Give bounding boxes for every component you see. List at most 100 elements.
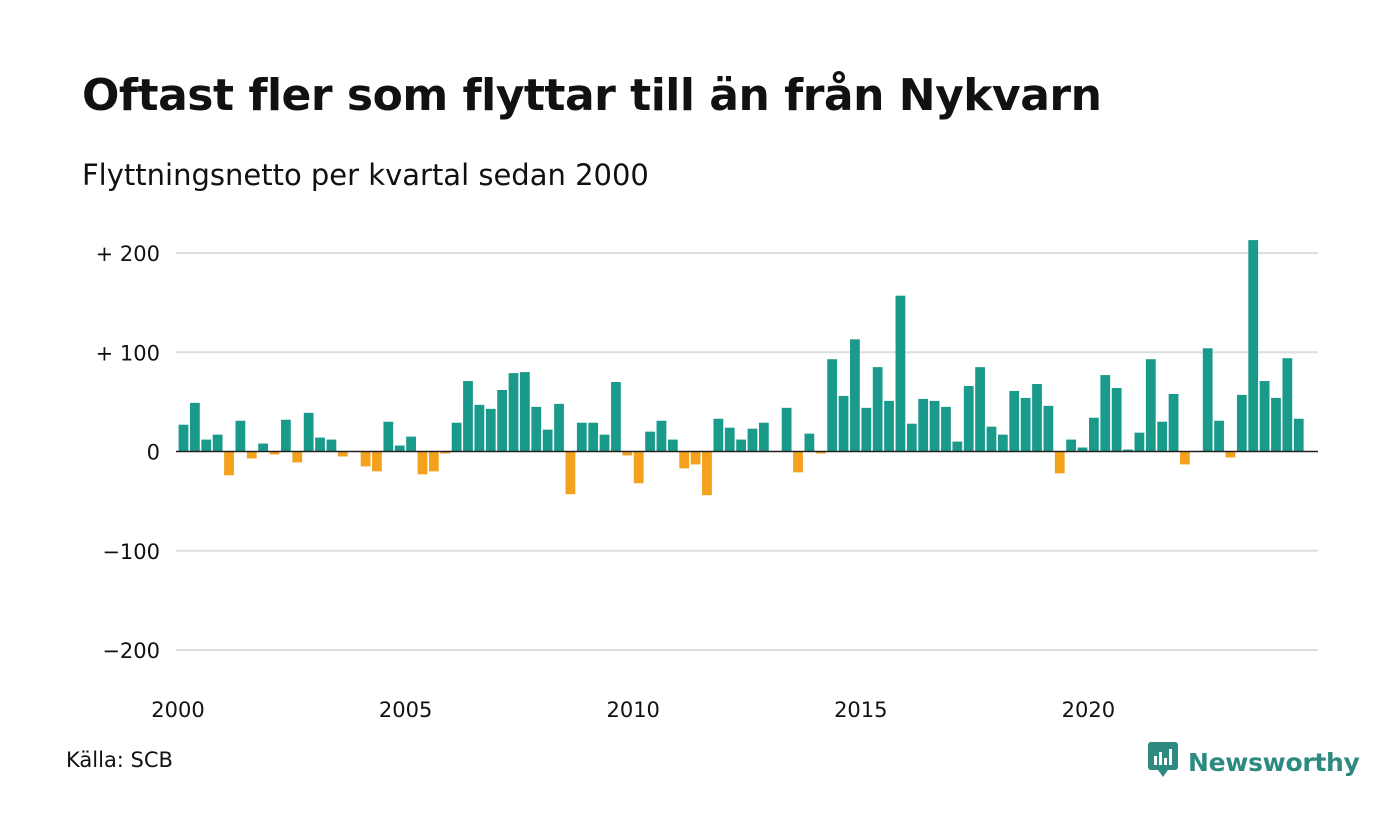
bar [1077, 447, 1088, 452]
brand-logo[interactable]: Newsworthy [1148, 742, 1360, 782]
bar [736, 439, 746, 452]
bar [804, 433, 815, 452]
bar [1123, 449, 1133, 452]
bar [1043, 405, 1054, 452]
bar [463, 381, 473, 452]
x-tick-label: 2015 [834, 698, 887, 722]
bar [235, 420, 246, 452]
grid-lines [176, 252, 1318, 651]
bar [1202, 348, 1213, 452]
bar [337, 451, 348, 457]
bar [246, 451, 257, 459]
bar [1236, 394, 1247, 452]
bar [679, 451, 690, 469]
bar [906, 423, 917, 452]
x-tick-label: 2020 [1062, 698, 1115, 722]
bar [292, 451, 303, 463]
bar [929, 400, 940, 452]
bar [542, 429, 553, 452]
bar [827, 359, 838, 452]
bar [485, 408, 496, 452]
y-tick-label: −100 [102, 540, 160, 564]
bar [793, 451, 803, 473]
bar [645, 431, 655, 452]
bar [1259, 381, 1270, 452]
bar [451, 422, 462, 452]
bar [520, 372, 530, 452]
bar [941, 406, 951, 452]
bar [1248, 240, 1259, 452]
brand-name: Newsworthy [1188, 747, 1360, 777]
bar [326, 439, 337, 452]
bar [1009, 390, 1020, 452]
y-tick-label: −200 [102, 639, 160, 663]
bar [963, 386, 974, 452]
bar [428, 451, 439, 472]
bar [884, 400, 894, 452]
bar [1293, 418, 1304, 452]
bar [1054, 451, 1065, 474]
x-tick-label: 2010 [606, 698, 659, 722]
bar [474, 404, 485, 452]
bar [656, 420, 667, 452]
bar [1271, 397, 1281, 452]
chart-subtitle: Flyttningsnetto per kvartal sedan 2000 [82, 158, 649, 192]
bar [565, 451, 576, 495]
bar [576, 422, 587, 452]
bar [1020, 397, 1031, 452]
bar [1032, 384, 1042, 452]
x-axis-ticks: 2000 2005 2010 2015 2020 [151, 698, 1115, 722]
bar [1066, 439, 1077, 452]
bar [1157, 421, 1168, 452]
y-tick-label: 0 [147, 441, 160, 465]
bar [747, 428, 758, 452]
bar [508, 373, 519, 452]
bar [850, 339, 860, 452]
bar [303, 412, 314, 452]
bar [383, 421, 394, 452]
bar [360, 451, 371, 467]
bar [1089, 417, 1099, 452]
bar [269, 451, 280, 455]
bar [417, 451, 428, 475]
bar [588, 422, 599, 452]
bar [1134, 432, 1145, 452]
bars [178, 240, 1304, 496]
bar [1100, 375, 1111, 452]
bar [633, 451, 644, 484]
bar [815, 451, 826, 454]
bar [975, 367, 985, 452]
x-tick-label: 2000 [151, 698, 204, 722]
bar [1180, 451, 1190, 465]
x-tick-label: 2005 [379, 698, 432, 722]
y-tick-label: + 200 [96, 242, 160, 266]
bar [622, 451, 633, 456]
bar [440, 451, 451, 454]
bar [178, 424, 189, 452]
bar [1214, 420, 1224, 452]
bar [394, 445, 405, 452]
bar [224, 451, 234, 476]
bar [861, 407, 872, 452]
bar [838, 395, 849, 452]
bar [372, 451, 382, 472]
bar [554, 403, 564, 452]
y-tick-label: + 100 [96, 341, 160, 365]
bar [1111, 387, 1122, 452]
y-axis-ticks: + 200 + 100 0 −100 −200 [96, 242, 160, 663]
chart-title: Oftast fler som flyttar till än från Nyk… [82, 70, 1102, 121]
bar [1282, 358, 1293, 452]
bar [315, 437, 325, 452]
newsworthy-logo-icon [1148, 742, 1180, 782]
bar [1145, 359, 1156, 452]
bar [497, 389, 508, 452]
bar [189, 402, 200, 452]
bar [599, 434, 610, 452]
bar [918, 398, 929, 452]
source-label: Källa: SCB [66, 748, 173, 772]
bar [895, 295, 906, 452]
bar [281, 419, 291, 452]
bar [986, 426, 997, 452]
bar [1225, 451, 1236, 458]
bar [724, 427, 735, 452]
